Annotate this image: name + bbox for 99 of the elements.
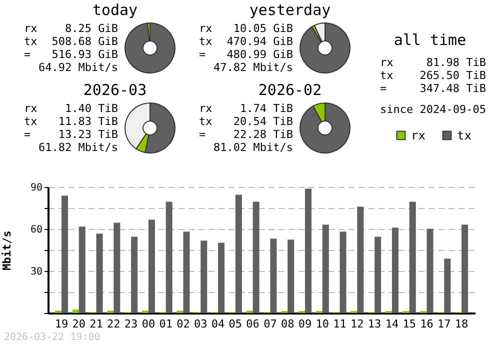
x-tick-label: 06 [246,318,260,330]
bar [96,234,103,313]
text: = [380,82,388,95]
text: tx [24,35,38,48]
chart-title: 2026-02 [257,81,323,99]
bar [61,196,68,313]
chart-title: 2026-03 [82,81,148,99]
bar [218,242,225,313]
donut-slice [124,22,176,74]
x-tick-label: 05 [228,318,242,330]
text: tx [24,115,38,128]
text: since 2024-09-05 [380,103,486,116]
text: 2026-03-22 19:00 [4,332,100,343]
text: 11.83 TiB [57,115,118,128]
chart-title: today [91,1,139,19]
x-tick-label: 11 [333,318,346,330]
x-tick-label: 08 [280,318,294,330]
text: 64.92 Mbit/s [38,61,118,74]
x-tick-label: 03 [194,318,208,330]
bar [322,224,329,313]
bar [462,224,468,313]
text: 347.48 TiB [418,82,486,95]
x-tick-label: 20 [72,318,86,330]
x-tick-label: 12 [350,318,364,330]
bar [114,222,120,313]
y-tick-label: 90 [30,182,42,194]
bar [270,238,277,313]
text: 470.94 GiB [226,35,293,48]
text: 22.28 TiB [232,128,293,141]
text: rx [199,102,214,115]
x-tick-label: 10 [316,318,329,330]
x-tick-label: 00 [142,318,156,330]
bar [166,202,172,313]
x-tick-label: 16 [420,318,434,330]
text: rx [199,22,214,35]
x-tick-label: 23 [124,318,138,330]
y-axis-title: Mbit/s [0,230,14,270]
text: 10.05 GiB [232,22,293,35]
text: 47.82 Mbit/s [212,61,293,74]
text: 480.99 GiB [226,48,293,61]
x-tick-label: 22 [107,318,120,330]
y-tick-label: 60 [30,224,42,236]
bar [357,206,364,313]
text: 516.93 GiB [50,48,118,61]
x-tick-label: 13 [368,318,382,330]
text: all time [392,31,468,49]
bar [374,236,382,313]
bar [148,220,155,313]
x-tick-label: 18 [454,318,468,330]
text: = [24,48,32,61]
text: = [24,128,32,141]
text: 61.82 Mbit/s [38,141,118,154]
x-tick-label: 02 [176,318,190,330]
text: = [199,48,207,61]
bar [235,194,242,313]
bar [426,228,434,313]
bar [131,236,138,313]
bar [72,310,79,313]
x-tick-label: 09 [298,318,312,330]
text: 81.98 TiB [425,56,486,69]
bar [340,232,346,313]
bar [78,226,86,313]
text: 20.54 TiB [232,115,293,128]
text: rx [380,56,394,69]
x-tick-label: 01 [159,318,172,330]
text: tx [380,69,394,82]
x-tick-label: 14 [385,318,399,330]
bar [183,232,190,313]
text: 265.50 TiB [418,69,486,82]
text: 81.02 Mbit/s [212,141,293,154]
legend-label: tx [457,128,472,142]
x-tick-label: 19 [54,318,68,330]
text: 1.40 TiB [64,102,118,115]
x-tick-label: 07 [264,318,277,330]
text: rx [24,22,38,35]
chart-title: yesterday [248,1,332,19]
bar [392,228,398,313]
legend-label: rx [411,128,426,142]
x-tick-label: 15 [402,318,416,330]
x-tick-label: 04 [211,318,226,330]
text: rx [24,102,38,115]
x-tick-label: 17 [438,318,451,330]
donut-slice [300,102,350,154]
text: 13.23 TiB [57,128,118,141]
text: tx [199,35,214,48]
text: 1.74 TiB [239,102,293,115]
bar [200,240,208,313]
donut-slice [300,22,350,74]
text: 508.68 GiB [50,35,118,48]
text: tx [199,115,214,128]
x-tick-label: 21 [90,318,103,330]
bar [409,202,416,313]
y-tick-label: 30 [30,266,42,278]
text: 8.25 GiB [64,22,118,35]
bar [288,240,294,313]
text: = [199,128,207,141]
bar [444,258,451,313]
bar [304,188,312,313]
bar [252,202,260,313]
